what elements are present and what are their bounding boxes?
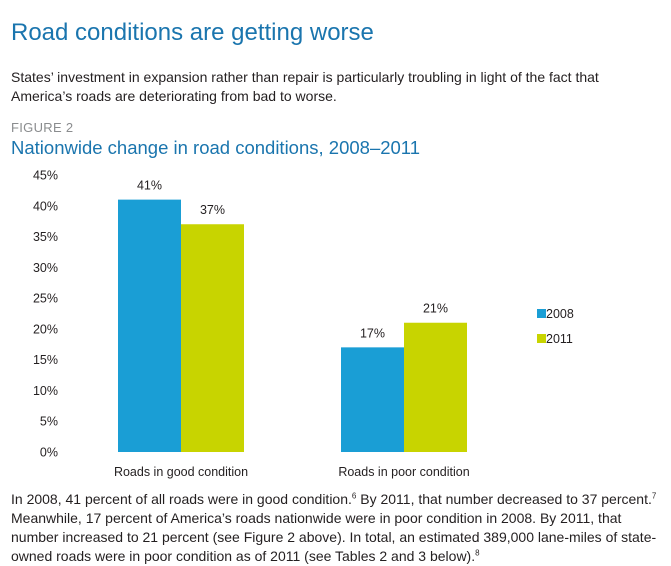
bars: 41% 37% 17% 21% (118, 179, 467, 452)
x-axis-labels: Roads in good condition Roads in poor con… (114, 465, 470, 479)
y-tick-label: 30% (33, 261, 58, 275)
footnote-marker: 6 (351, 491, 357, 501)
figure-label: FIGURE 2 (11, 120, 74, 135)
legend-swatch (537, 309, 546, 318)
y-tick-label: 40% (33, 199, 58, 213)
y-tick-label: 45% (33, 169, 58, 183)
y-tick-label: 35% (33, 230, 58, 244)
legend: 2008 2011 (537, 307, 574, 346)
outro-text: By 2011, that number decreased to 37 per… (356, 491, 652, 507)
legend-swatch (537, 334, 546, 343)
figure-title: Nationwide change in road conditions, 20… (11, 137, 421, 158)
x-tick-label: Roads in good condition (114, 465, 248, 479)
y-axis-ticks: 0% 5% 10% 15% 20% 25% 30% 35% 40% 45% (33, 169, 58, 460)
outro-text: In 2008, 41 percent of all roads were in… (11, 491, 352, 507)
data-label: 41% (137, 179, 162, 193)
bar-chart: 0% 5% 10% 15% 20% 25% 30% 35% 40% 45% 41% 37% 17% 21… (33, 169, 574, 480)
intro-paragraph: States’ investment in expansion rather t… (11, 69, 599, 104)
outro-paragraph: In 2008, 41 percent of all roads were in… (11, 490, 666, 566)
y-tick-label: 20% (33, 322, 58, 336)
bar-2008 (341, 347, 404, 452)
legend-label: 2011 (546, 332, 573, 346)
bar-2011 (181, 224, 244, 452)
y-tick-label: 0% (40, 446, 58, 460)
page-title: Road conditions are getting worse (11, 19, 374, 46)
y-tick-label: 10% (33, 384, 58, 398)
y-tick-label: 5% (40, 415, 58, 429)
x-tick-label: Roads in poor condition (338, 465, 469, 479)
footnote-marker: 8 (475, 548, 480, 558)
data-label: 37% (200, 203, 225, 217)
bar-2008 (118, 199, 181, 452)
outro-text: Meanwhile, 17 percent of America’s roads… (11, 510, 657, 564)
y-tick-label: 15% (33, 353, 58, 367)
data-label: 17% (360, 326, 385, 340)
y-tick-label: 25% (33, 292, 58, 306)
bar-2011 (404, 322, 467, 452)
footnote-marker: 7 (651, 491, 657, 501)
legend-label: 2008 (546, 307, 574, 321)
data-label: 21% (423, 302, 448, 316)
